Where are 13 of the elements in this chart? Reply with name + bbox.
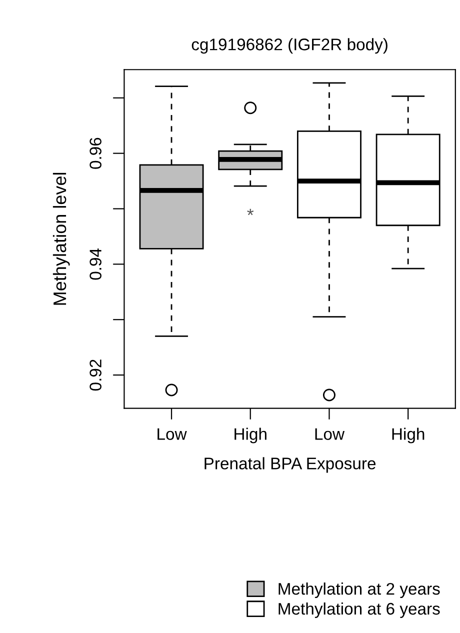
x-tick-label: Low <box>315 428 345 440</box>
legend-label: Methylation at 2 years <box>278 582 440 598</box>
x-tick-label: High <box>392 428 424 444</box>
annotation: * <box>247 208 254 216</box>
x-axis-title: Prenatal BPA Exposure <box>204 457 376 473</box>
x-tick-label: High <box>234 428 266 444</box>
y-tick-label: 0.94 <box>90 248 102 280</box>
y-tick-label: 0.96 <box>90 138 102 169</box>
chart-title: cg19196862 (IGF2R body) <box>192 38 388 54</box>
legend-label: Methylation at 6 years <box>278 602 440 618</box>
x-tick-label: Low <box>158 428 187 440</box>
y-tick-label: 0.92 <box>90 360 102 391</box>
y-axis-title: Methylation level <box>52 172 70 305</box>
